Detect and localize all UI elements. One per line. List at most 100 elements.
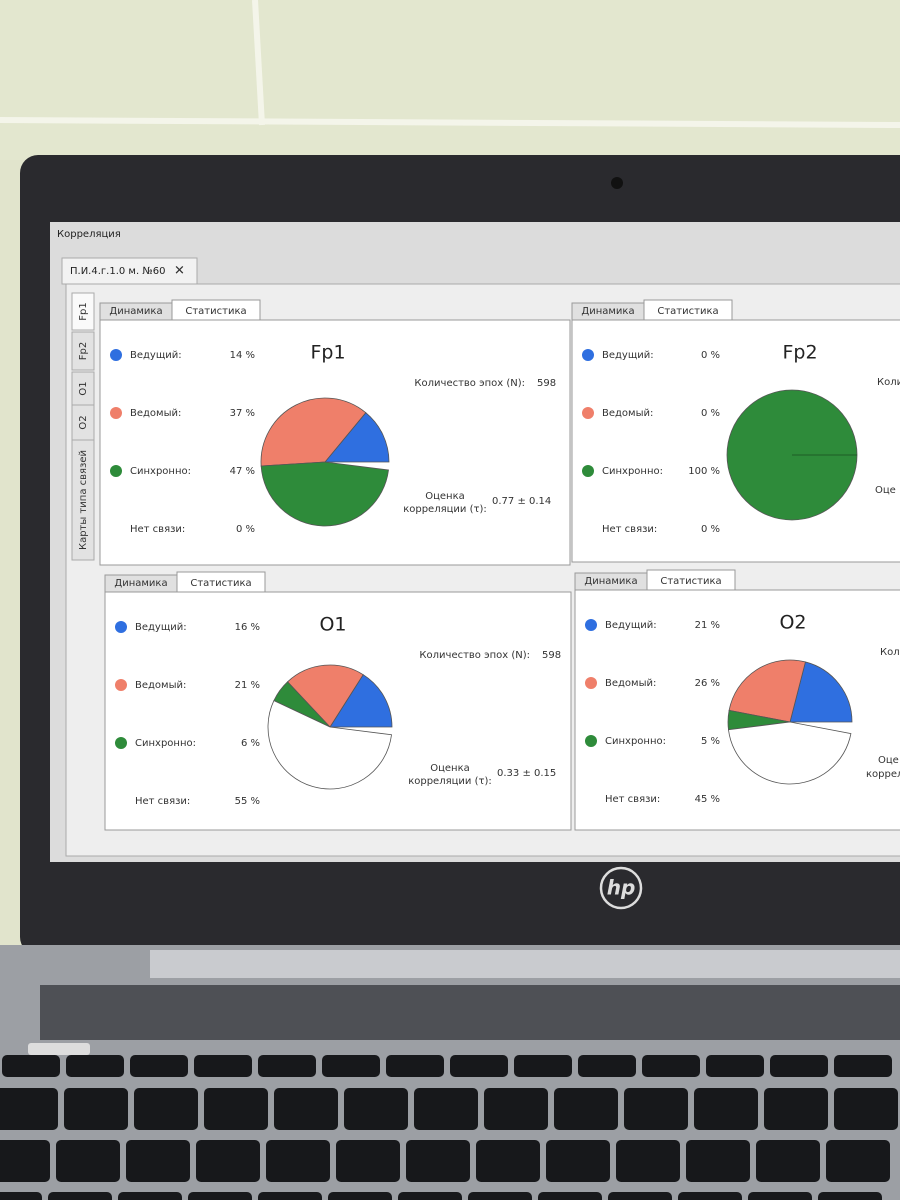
- key[interactable]: [398, 1192, 462, 1200]
- key[interactable]: [578, 1055, 636, 1077]
- key[interactable]: [624, 1088, 688, 1130]
- side-tab-label[interactable]: Fp1: [78, 302, 89, 320]
- key[interactable]: [450, 1055, 508, 1077]
- key[interactable]: [258, 1192, 322, 1200]
- key[interactable]: [826, 1140, 890, 1182]
- legend-dot: [585, 677, 597, 689]
- epochs-value: 598: [537, 378, 556, 389]
- legend-value: 6 %: [241, 738, 260, 749]
- key[interactable]: [608, 1192, 672, 1200]
- key[interactable]: [406, 1140, 470, 1182]
- legend-value: 26 %: [695, 678, 720, 689]
- key[interactable]: [834, 1088, 898, 1130]
- power-button[interactable]: [28, 1043, 90, 1055]
- key[interactable]: [678, 1192, 742, 1200]
- key[interactable]: [694, 1088, 758, 1130]
- key[interactable]: [706, 1055, 764, 1077]
- key[interactable]: [764, 1088, 828, 1130]
- legend-label: Ведомый:: [130, 408, 181, 419]
- key[interactable]: [386, 1055, 444, 1077]
- key[interactable]: [118, 1192, 182, 1200]
- key[interactable]: [554, 1088, 618, 1130]
- panel-tab-label[interactable]: Динамика: [114, 578, 167, 589]
- key[interactable]: [274, 1088, 338, 1130]
- key[interactable]: [484, 1088, 548, 1130]
- panel-tab-label[interactable]: Статистика: [190, 578, 251, 589]
- logo: hp: [607, 876, 636, 900]
- key[interactable]: [834, 1055, 892, 1077]
- legend-label: Синхронно:: [130, 466, 191, 477]
- key[interactable]: [194, 1055, 252, 1077]
- side-tab[interactable]: [71, 439, 95, 561]
- key[interactable]: [414, 1088, 478, 1130]
- key[interactable]: [686, 1140, 750, 1182]
- side-tab-label[interactable]: Fp2: [78, 342, 89, 360]
- key[interactable]: [258, 1055, 316, 1077]
- corr-label: Оце: [878, 755, 899, 766]
- key[interactable]: [546, 1140, 610, 1182]
- legend-value: 14 %: [230, 350, 255, 361]
- key[interactable]: [0, 1192, 42, 1200]
- key[interactable]: [2, 1055, 60, 1077]
- key[interactable]: [328, 1192, 392, 1200]
- side-tab-label[interactable]: O2: [78, 415, 89, 429]
- panel-title: Fp1: [310, 342, 345, 364]
- key[interactable]: [134, 1088, 198, 1130]
- legend-value: 0 %: [701, 350, 720, 361]
- legend-value: 55 %: [235, 796, 260, 807]
- key[interactable]: [0, 1088, 58, 1130]
- panel-title: O2: [779, 612, 806, 634]
- corr-label: Оценка: [430, 763, 470, 774]
- legend-value: 21 %: [235, 680, 260, 691]
- key[interactable]: [0, 1140, 50, 1182]
- epochs-label: Коли: [877, 377, 900, 388]
- key[interactable]: [468, 1192, 532, 1200]
- legend-label: Нет связи:: [130, 524, 185, 535]
- key[interactable]: [770, 1055, 828, 1077]
- side-tab-label[interactable]: O1: [78, 381, 89, 395]
- key[interactable]: [336, 1140, 400, 1182]
- key[interactable]: [204, 1088, 268, 1130]
- key[interactable]: [48, 1192, 112, 1200]
- panel-tab-label[interactable]: Динамика: [581, 306, 634, 317]
- key[interactable]: [616, 1140, 680, 1182]
- key[interactable]: [818, 1192, 882, 1200]
- legend-dot: [585, 619, 597, 631]
- panel-tab-label[interactable]: Динамика: [109, 306, 162, 317]
- panel-tab-label[interactable]: Статистика: [660, 576, 721, 587]
- document-tab-label[interactable]: П.И.4.г.1.0 м. №60: [70, 266, 165, 277]
- tile-joint: [0, 117, 900, 128]
- key[interactable]: [196, 1140, 260, 1182]
- key[interactable]: [130, 1055, 188, 1077]
- key[interactable]: [188, 1192, 252, 1200]
- key[interactable]: [56, 1140, 120, 1182]
- key[interactable]: [514, 1055, 572, 1077]
- key[interactable]: [748, 1192, 812, 1200]
- side-tab[interactable]: [71, 331, 95, 371]
- key[interactable]: [344, 1088, 408, 1130]
- side-tab-label[interactable]: Карты типа связей: [78, 450, 89, 550]
- panel: Динамика Статистика Fp2 Ведущий: 0 % Ведомый:…: [571, 299, 900, 563]
- pie-slice: [324, 412, 390, 463]
- logo-ring: [599, 866, 643, 910]
- key[interactable]: [266, 1140, 330, 1182]
- legend-label: Синхронно:: [602, 466, 663, 477]
- key[interactable]: [538, 1192, 602, 1200]
- panel-tab-label[interactable]: Динамика: [584, 576, 637, 587]
- key[interactable]: [126, 1140, 190, 1182]
- key[interactable]: [322, 1055, 380, 1077]
- close-icon[interactable]: ✕: [174, 264, 185, 279]
- pie-slice: [329, 674, 393, 728]
- panel-tab-label[interactable]: Статистика: [185, 306, 246, 317]
- panel-tab-label[interactable]: Статистика: [657, 306, 718, 317]
- corr-label: корреля: [866, 769, 900, 780]
- screen-content: Fp1 Fp2 O1 O2 Карты типа связей Динамика Стати…: [71, 292, 900, 831]
- key[interactable]: [642, 1055, 700, 1077]
- key[interactable]: [756, 1140, 820, 1182]
- key[interactable]: [476, 1140, 540, 1182]
- side-tab[interactable]: [71, 292, 95, 331]
- pie-slice: [286, 664, 364, 728]
- key[interactable]: [64, 1088, 128, 1130]
- key[interactable]: [66, 1055, 124, 1077]
